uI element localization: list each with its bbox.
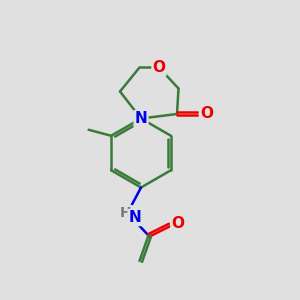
Text: O: O xyxy=(152,60,166,75)
Text: O: O xyxy=(200,106,213,122)
Text: O: O xyxy=(171,216,184,231)
Text: N: N xyxy=(135,111,147,126)
Text: H: H xyxy=(120,206,132,220)
Text: N: N xyxy=(129,210,141,225)
